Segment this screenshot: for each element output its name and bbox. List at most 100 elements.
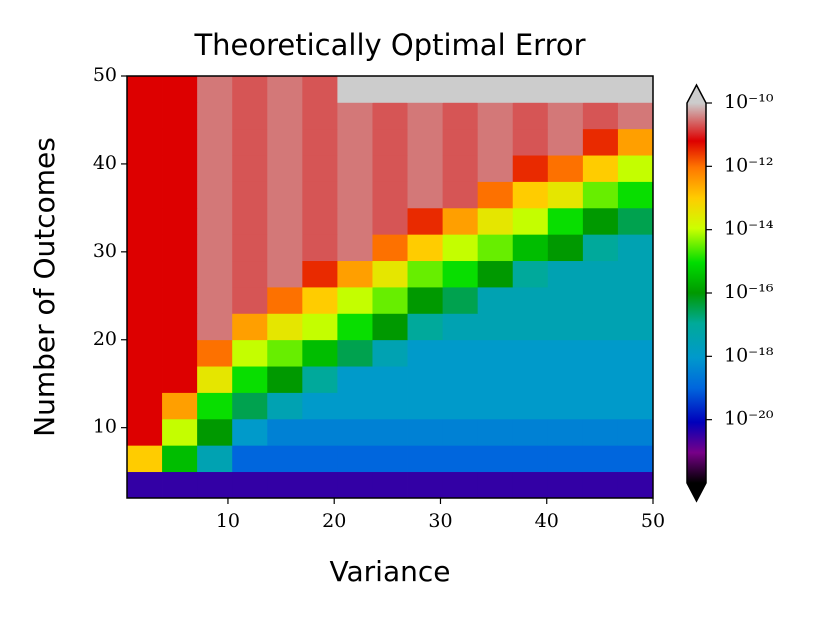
heatmap-cell [512,128,549,156]
heatmap-cell [582,313,619,341]
colorbar-tick-label: 10⁻¹⁶ [724,281,774,303]
heatmap-cell [267,207,303,235]
heatmap-cell [582,207,619,235]
heatmap-cell [162,181,198,209]
heatmap-cell [127,207,163,235]
heatmap-cell [127,445,163,473]
heatmap-cell [442,366,479,393]
heatmap-cell [337,471,373,499]
colorbar [687,103,706,483]
heatmap-cell [442,102,479,130]
heatmap-cell [267,128,303,156]
heatmap-cell [162,313,198,341]
heatmap-cell [512,339,549,367]
heatmap-cell [477,260,514,288]
plot-frame [126,75,654,499]
heatmap-cell [442,445,479,473]
heatmap-cell [547,207,584,235]
heatmap-cell [127,313,163,341]
heatmap-cell [162,366,198,393]
heatmap-cell [547,392,584,420]
heatmap-cell [407,128,443,156]
heatmap-cell [582,76,619,103]
heatmap-cell [162,260,198,288]
heatmap-cell [232,260,268,288]
heatmap-cell [547,234,584,262]
heatmap-cell [197,181,233,209]
x-tick-label: 40 [535,510,559,532]
heatmap-cell [302,128,338,156]
heatmap-cell [267,392,303,420]
heatmap-cell [442,471,479,499]
heatmap-cell [302,181,338,209]
heatmap-cell [582,471,619,499]
heatmap-cell [337,260,373,288]
y-tick-label: 10 [93,416,117,438]
heatmap-cell [197,392,233,420]
colorbar-tick-label: 10⁻¹² [724,154,773,176]
heatmap-cell [267,313,303,341]
heatmap-cell [407,339,443,367]
heatmap-cell [372,76,408,103]
colorbar-tick-label: 10⁻¹⁰ [724,91,774,113]
heatmap-cell [302,392,338,420]
heatmap-cell [372,313,408,341]
heatmap-cell [267,76,303,103]
heatmap-cell [512,287,549,314]
heatmap-cell [127,287,163,314]
heatmap-cell [407,207,443,235]
heatmap-cell [162,287,198,314]
heatmap-cell [337,339,373,367]
heatmap-cell [267,445,303,473]
heatmap-cell [617,287,654,314]
heatmap-cell [582,128,619,156]
y-tick-label: 20 [93,328,117,350]
heatmap-cell [477,155,514,182]
heatmap-cell [232,128,268,156]
heatmap-cell [547,287,584,314]
heatmap-cell [372,418,408,446]
heatmap-cell [267,102,303,130]
heatmap-cell [232,76,268,103]
colorbar-over [687,85,706,103]
heatmap-cell [512,260,549,288]
heatmap-cell [407,313,443,341]
heatmap-cell [127,471,163,499]
heatmap-cell [372,155,408,182]
heatmap-cell [162,471,198,499]
heatmap-cell [547,260,584,288]
heatmap-cell [302,418,338,446]
heatmap-cell [267,287,303,314]
heatmap-cell [617,207,654,235]
heatmap-cell [442,234,479,262]
heatmap-cell [442,76,479,103]
heatmap-cell [267,366,303,393]
heatmap-cell [442,313,479,341]
heatmap-cell [547,155,584,182]
heatmap-cell [337,418,373,446]
heatmap-cell [127,155,163,182]
heatmap-cell [127,76,163,103]
heatmap-cell [162,207,198,235]
heatmap-cell [127,102,163,130]
heatmap-cell [267,181,303,209]
chart-title: Theoretically Optimal Error [193,28,585,62]
heatmap-cell [582,181,619,209]
heatmap-cell [407,234,443,262]
y-tick-label: 30 [93,240,117,262]
heatmap-cell [197,76,233,103]
heatmap-cell [232,102,268,130]
heatmap-cell [302,76,338,103]
heatmap-cell [442,260,479,288]
heatmap-cell [197,445,233,473]
x-axis-label: Variance [330,555,451,588]
heatmap-cell [372,234,408,262]
heatmap-cell [197,287,233,314]
heatmap-cell [197,207,233,235]
heatmap-cell [372,471,408,499]
heatmap-cell [162,76,198,103]
heatmap-cell [162,418,198,446]
heatmap-cell [617,155,654,182]
heatmap-cell [302,207,338,235]
heatmap-cell [232,181,268,209]
